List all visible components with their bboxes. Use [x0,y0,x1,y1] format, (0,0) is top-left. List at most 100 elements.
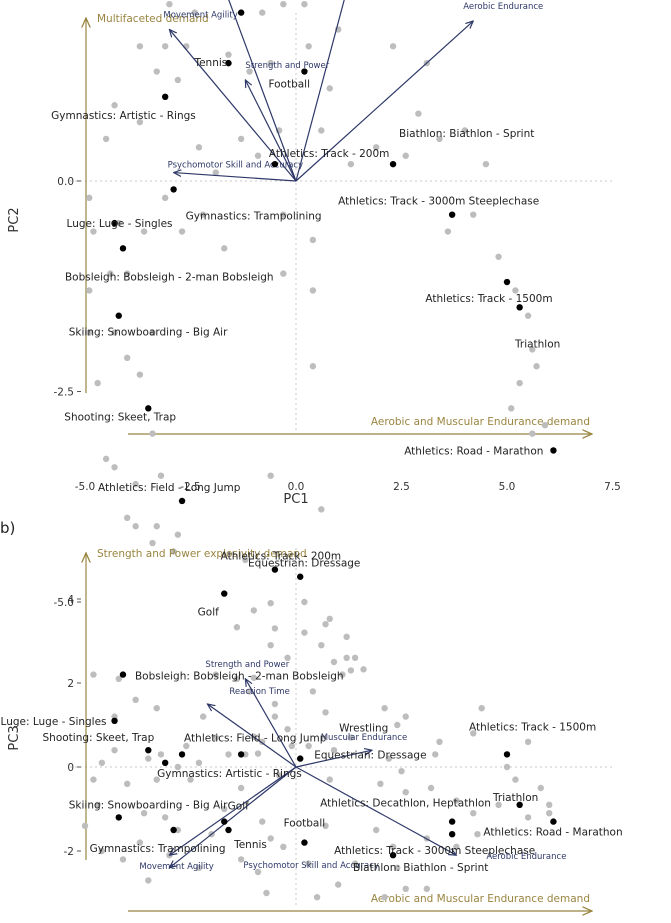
background-point [516,379,523,387]
point-label: Athletics: Track - 3000m Steeplechase [338,196,539,208]
background-point [381,894,388,901]
background-point [335,881,342,888]
labeled-point [111,717,118,724]
loading-vector-label: Reaction Time [229,687,289,697]
labeled-point [389,852,397,859]
background-point [157,751,165,758]
labeled-point [550,447,557,454]
point-label: Athletics: Road - Marathon [483,827,622,839]
background-point [136,118,144,126]
loading-vector-label: Psychomotor Skill and Accuracy [243,861,379,871]
y-tick-label: -2.5 [54,387,75,399]
background-point [94,379,101,387]
loading-vector [295,21,473,182]
background-point [309,236,317,244]
x-direction-label: Aerobic and Muscular Endurance demand [371,416,590,428]
point-label: Athletics: Field - Long Jump [98,482,241,494]
background-point [444,228,452,235]
background-point [174,763,182,771]
background-point [347,734,355,741]
loading-vector-label: Movement Agility [163,10,237,20]
background-point [305,860,312,867]
background-point [212,169,220,176]
labeled-point [448,831,456,838]
background-point [267,835,274,842]
background-point [254,152,262,159]
x-direction-label: Aerobic and Muscular Endurance demand [371,893,590,905]
background-point [432,751,439,758]
labeled-point [170,826,177,834]
background-point [524,814,532,821]
background-point [145,877,152,884]
background-point [136,839,144,846]
background-point [132,480,139,488]
background-point [90,776,97,783]
background-point [102,135,110,143]
y-tick-label: 0.0 [57,176,74,188]
background-point [436,135,443,143]
background-point [470,211,477,218]
x-tick-label: -2.5 [180,481,201,493]
background-point [140,228,148,235]
labeled-point [237,9,245,16]
labeled-point [145,747,152,754]
labeled-point [503,278,511,286]
loading-vector [169,766,297,855]
labeled-point [115,312,122,319]
labeled-point [145,405,152,412]
background-point [199,713,207,720]
background-point [351,654,359,661]
background-point [318,127,325,134]
background-point [221,245,228,252]
background-point [271,625,279,632]
background-point [394,721,401,729]
point-label: Golf [198,607,219,619]
background-point [94,801,101,808]
background-point [90,671,97,678]
y-tick-label: -2 [64,846,74,858]
loading-vector [174,173,297,182]
background-point [161,814,169,821]
background-point [537,784,544,792]
point-label: Triathlon [514,338,560,350]
labeled-point [178,497,186,505]
background-point [301,0,308,8]
background-point [119,856,127,863]
point-label: Athletics: Road - Marathon [404,445,543,457]
background-point [132,696,139,703]
point-label: Athletics: Track - 1500m [425,293,552,305]
background-point [259,9,266,16]
background-point [115,675,122,682]
background-point [347,160,355,168]
background-point [453,797,460,804]
loading-vector [295,750,372,768]
panel-b-pc1-pc3: Strength and Power explosivity demand Aer… [1,548,623,911]
labeled-point [389,160,397,168]
background-point [541,421,549,429]
panel-a-pc1-pc2: Multifaceted demand Aerobic and Muscular … [7,0,621,757]
point-label: Tennis [233,839,267,851]
background-point [381,705,388,712]
background-point [136,43,144,50]
loading-vector-label: Strength and Power [205,660,289,670]
labeled-point [550,818,557,825]
labeled-point [170,186,177,193]
background-point [161,194,169,202]
background-point [351,860,359,867]
loading-vector [245,80,297,182]
background-point [86,287,93,294]
background-point [271,713,279,720]
point-label: Luge: Luge - Singles [1,716,107,728]
y-axis-title: PC2 [7,207,22,232]
background-point [309,363,317,370]
background-point [195,759,203,766]
background-point [124,270,131,277]
background-point [183,742,190,750]
background-point [140,810,148,817]
background-point [398,768,405,775]
background-point [225,51,232,58]
background-point [330,658,338,666]
background-point [254,868,262,876]
point-label: Athletics: Track - 200m [269,148,390,160]
